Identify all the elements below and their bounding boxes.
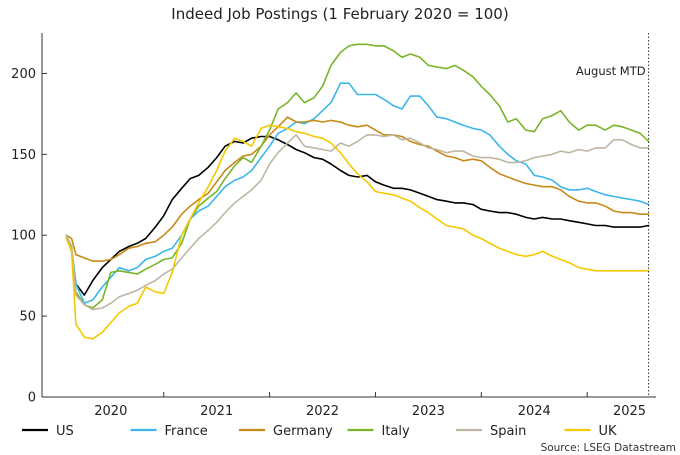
series-line-uk: [65, 124, 650, 340]
series-line-italy: [65, 43, 650, 309]
x-tick-label: 2025: [613, 404, 646, 419]
legend-label-italy: Italy: [382, 424, 411, 439]
axes: 0 50 100 150 200 2020 2021 2022 2023 2024 2025: [11, 33, 656, 419]
series-line-germany: [65, 116, 650, 262]
source-note: Source: LSEG Datastream: [541, 442, 676, 454]
august-mtd-annotation: August MTD: [576, 64, 646, 78]
y-tick-label: 100: [11, 229, 36, 244]
series-line-us: [65, 135, 650, 296]
x-tick-label: 2021: [200, 404, 233, 419]
y-tick-label: 0: [28, 391, 36, 406]
legend-label-spain: Spain: [490, 424, 526, 439]
series-line-spain: [65, 134, 650, 311]
series-line-france: [65, 82, 650, 304]
legend-label-us: US: [56, 424, 74, 439]
x-tick-label: 2023: [412, 404, 445, 419]
legend-label-uk: UK: [599, 424, 618, 439]
x-tick-label: 2024: [518, 404, 551, 419]
y-tick-label: 50: [19, 310, 36, 325]
plot-area: [65, 43, 650, 340]
y-tick-label: 150: [11, 148, 36, 163]
legend: US France Germany Italy Spain UK: [22, 424, 617, 439]
chart-title: Indeed Job Postings (1 February 2020 = 1…: [171, 5, 508, 23]
x-tick-label: 2020: [94, 404, 127, 419]
legend-label-germany: Germany: [273, 424, 333, 439]
legend-label-france: France: [165, 424, 208, 439]
y-tick-label: 200: [11, 67, 36, 82]
x-tick-label: 2022: [306, 404, 339, 419]
